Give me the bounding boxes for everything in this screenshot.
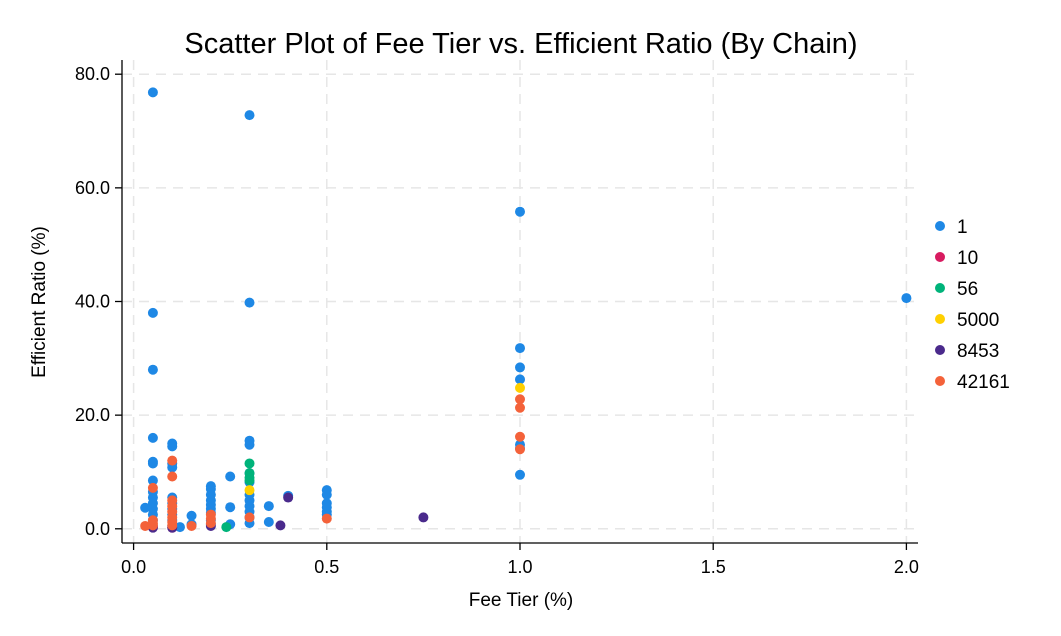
data-point — [205, 518, 216, 529]
data-point — [147, 87, 158, 98]
y-tick-label: 60.0 — [75, 178, 110, 198]
data-point — [147, 364, 158, 375]
x-axis-title: Fee Tier (%) — [469, 590, 574, 611]
data-point — [515, 431, 525, 442]
data-point — [221, 522, 232, 533]
x-tick-label: 0.0 — [121, 557, 146, 577]
legend-marker — [935, 345, 945, 355]
axes: 0.0 0.5 1.0 1.5 2.0 0.0 20.0 40.0 60.0 80.0 — [75, 60, 919, 577]
data-point — [167, 441, 178, 452]
legend-marker — [935, 252, 945, 262]
data-point — [515, 362, 525, 373]
legend-label: 42161 — [957, 372, 1010, 393]
data-points — [140, 87, 912, 533]
series-42161 — [140, 394, 525, 531]
x-tick-label: 0.5 — [314, 557, 339, 577]
data-point — [244, 475, 255, 486]
data-point — [244, 110, 255, 121]
data-point — [244, 512, 255, 523]
y-tick-label: 0.0 — [85, 519, 110, 539]
data-point — [244, 297, 255, 308]
data-point — [418, 512, 429, 523]
legend-item: 1 — [935, 217, 968, 238]
legend-label: 56 — [957, 279, 978, 300]
data-point — [901, 293, 912, 304]
data-point — [321, 513, 332, 524]
data-point — [515, 444, 525, 455]
data-point — [167, 520, 178, 531]
data-point — [186, 520, 197, 531]
data-point — [167, 471, 178, 482]
legend-item: 56 — [935, 279, 978, 300]
data-point — [244, 458, 255, 469]
data-point — [275, 520, 286, 531]
data-point — [515, 394, 525, 405]
x-tick-label: 1.0 — [507, 557, 532, 577]
legend-label: 5000 — [957, 310, 999, 331]
data-point — [174, 522, 185, 533]
legend-marker — [935, 283, 945, 293]
data-point — [147, 307, 158, 318]
x-tick-label: 2.0 — [894, 557, 919, 577]
data-point — [515, 402, 525, 413]
data-point — [263, 516, 274, 527]
legend-marker — [935, 314, 945, 324]
legend-marker — [935, 376, 945, 386]
data-point — [147, 475, 158, 486]
data-point — [515, 374, 525, 385]
data-point — [244, 485, 255, 496]
legend-item: 42161 — [935, 372, 1010, 393]
legend: 1 10 56 5000 8453 42161 — [935, 217, 1010, 393]
data-point — [515, 382, 525, 393]
legend-label: 1 — [957, 217, 968, 238]
chart-title: Scatter Plot of Fee Tier vs. Efficient R… — [184, 28, 857, 60]
legend-item: 5000 — [935, 310, 999, 331]
data-point — [147, 520, 158, 531]
legend-marker — [935, 221, 945, 231]
data-point — [147, 458, 158, 469]
legend-item: 10 — [935, 248, 978, 269]
data-point — [515, 469, 525, 480]
series-56 — [221, 458, 255, 533]
data-point — [283, 492, 294, 503]
y-axis-title: Efficient Ratio (%) — [29, 226, 50, 378]
y-tick-label: 40.0 — [75, 292, 110, 312]
series-5000 — [244, 382, 525, 496]
grid-layer — [122, 60, 918, 543]
data-point — [186, 510, 197, 521]
data-point — [147, 482, 158, 493]
data-point — [515, 343, 525, 354]
data-point — [140, 520, 151, 531]
data-point — [140, 502, 151, 513]
legend-label: 10 — [957, 248, 978, 269]
data-point — [321, 489, 332, 500]
data-point — [515, 206, 525, 217]
data-point — [244, 439, 255, 450]
data-point — [225, 502, 236, 513]
series-1 — [140, 87, 912, 533]
legend-label: 8453 — [957, 341, 999, 362]
data-point — [225, 471, 236, 482]
data-point — [147, 432, 158, 443]
data-point — [263, 501, 274, 512]
y-tick-label: 80.0 — [75, 64, 110, 84]
data-point — [167, 455, 178, 466]
y-tick-label: 20.0 — [75, 405, 110, 425]
legend-item: 8453 — [935, 341, 999, 362]
x-tick-label: 1.5 — [701, 557, 726, 577]
